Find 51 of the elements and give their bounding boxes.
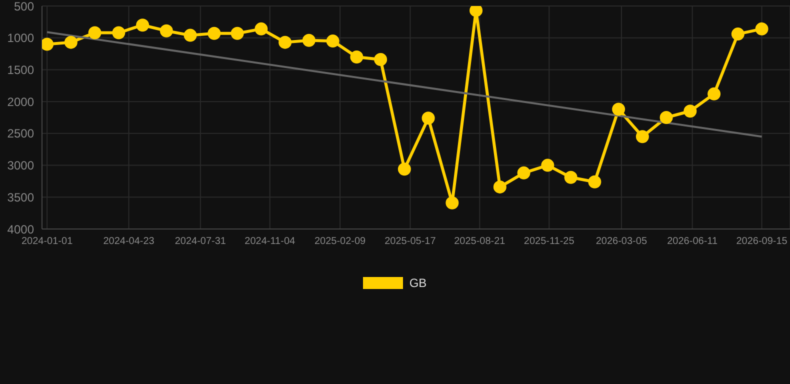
point xyxy=(374,53,388,66)
y-tick-label: 1500 xyxy=(7,62,34,77)
point xyxy=(517,166,530,180)
point xyxy=(755,22,768,36)
point xyxy=(708,87,721,100)
y-tick-label: 2500 xyxy=(7,126,34,141)
point xyxy=(660,111,673,124)
point xyxy=(112,26,126,40)
point xyxy=(731,28,744,41)
x-tick-label: 2024-07-31 xyxy=(174,236,226,248)
point xyxy=(422,112,435,125)
point xyxy=(42,38,54,51)
point xyxy=(160,24,173,38)
x-tick-label: 2026-09-15 xyxy=(736,236,788,248)
y-tick-label: 3000 xyxy=(7,158,34,173)
x-tick-label: 2026-06-11 xyxy=(667,236,718,248)
point xyxy=(541,158,554,172)
point xyxy=(64,36,78,49)
x-tick-label: 2026-03-05 xyxy=(596,236,648,248)
point xyxy=(636,130,649,144)
point xyxy=(230,26,244,40)
point xyxy=(470,6,483,17)
point xyxy=(684,104,697,118)
point xyxy=(350,50,364,64)
point xyxy=(278,36,292,49)
x-tick-label: 2025-08-21 xyxy=(454,236,506,248)
point xyxy=(254,22,268,36)
point xyxy=(302,34,316,47)
y-tick-label: 2000 xyxy=(7,94,34,109)
legend-label: GB xyxy=(409,276,427,290)
point xyxy=(564,170,578,184)
x-tick-label: 2025-02-09 xyxy=(314,236,366,248)
x-tick-label: 2024-11-04 xyxy=(244,236,296,248)
point xyxy=(398,162,411,176)
x-tick-label: 2024-04-23 xyxy=(103,236,155,248)
point xyxy=(136,18,150,32)
x-tick-label: 2024-01-01 xyxy=(21,236,74,248)
x-tick-label: 2025-11-25 xyxy=(524,236,575,248)
point xyxy=(588,175,602,188)
y-tick-label: 1000 xyxy=(7,31,34,46)
y-tick-label: 3500 xyxy=(7,190,34,204)
point xyxy=(88,26,102,40)
y-tick-label: 500 xyxy=(14,0,34,14)
point xyxy=(493,180,506,194)
y-tick-label: 4000 xyxy=(7,222,34,236)
point xyxy=(184,28,197,42)
point xyxy=(208,26,221,40)
point xyxy=(446,196,459,210)
point xyxy=(612,102,626,116)
point xyxy=(326,34,340,48)
x-tick-label: 2025-05-17 xyxy=(384,236,436,248)
